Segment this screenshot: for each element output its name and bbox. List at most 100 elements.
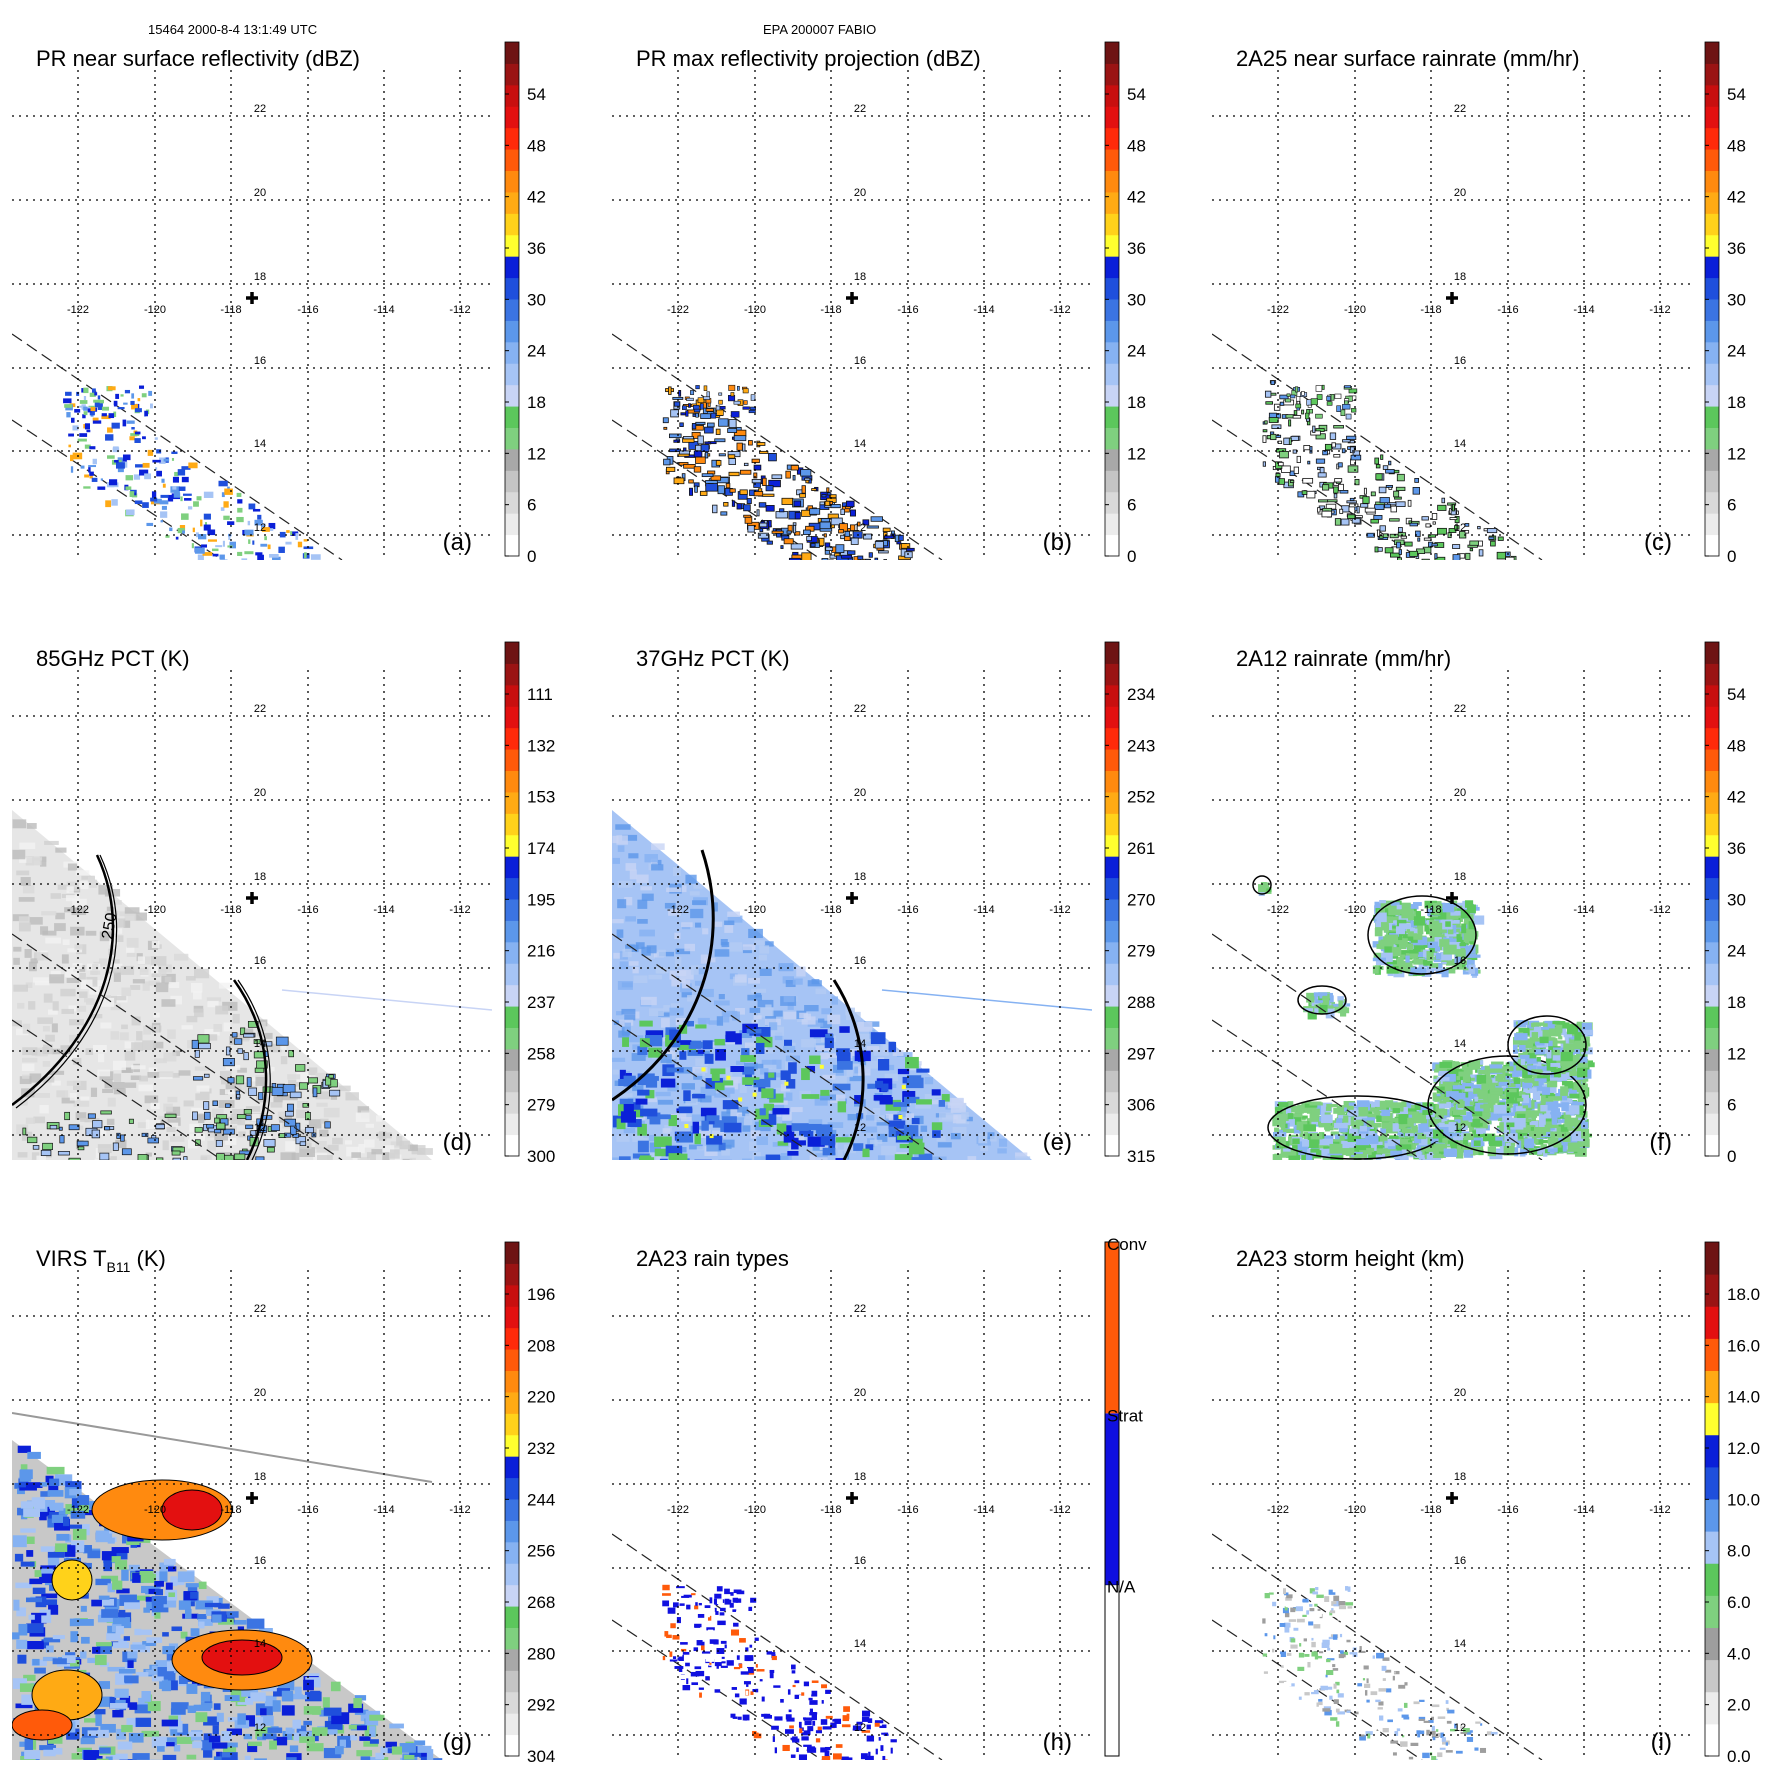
- data-cell: [1401, 909, 1414, 919]
- data-cell: [303, 539, 308, 542]
- colorbar-segment: [1705, 642, 1719, 664]
- data-cell: [788, 1062, 797, 1074]
- data-cell: [697, 397, 705, 403]
- data-cell: [841, 554, 853, 559]
- data-cell: [1552, 1049, 1560, 1056]
- data-cell: [1544, 1112, 1554, 1116]
- data-cell: [214, 1129, 222, 1134]
- data-cell: [857, 1021, 873, 1032]
- data-cell: [761, 1088, 774, 1099]
- data-cell: [1411, 1126, 1418, 1133]
- data-cell: [1532, 1086, 1543, 1091]
- data-cell: [1447, 1140, 1459, 1144]
- data-cell: [117, 466, 124, 473]
- data-cell: [666, 466, 676, 472]
- data-cell: [1491, 1061, 1504, 1065]
- data-cell: [1463, 1133, 1474, 1141]
- data-cell: [124, 1082, 137, 1088]
- data-cell: [97, 403, 102, 410]
- data-cell: [308, 1119, 322, 1129]
- data-cell: [1574, 1046, 1580, 1054]
- data-cell: [116, 995, 127, 1001]
- data-cell: [1497, 536, 1504, 541]
- data-cell: [1406, 1101, 1412, 1109]
- data-cell: [865, 558, 871, 560]
- colorbar-segment: [1105, 813, 1119, 836]
- data-cell: [1333, 493, 1338, 499]
- data-cell: [1564, 1117, 1579, 1126]
- data-cell: [1562, 1143, 1567, 1152]
- data-cell: [1540, 1117, 1552, 1122]
- data-cell: [248, 1077, 257, 1082]
- data-cell: [1405, 953, 1419, 959]
- data-cell: [144, 410, 148, 417]
- data-cell: [1297, 1104, 1303, 1111]
- data-cell: [714, 1082, 725, 1091]
- data-cell: [700, 1107, 717, 1117]
- data-cell: [1326, 1103, 1338, 1108]
- lon-tick-label: -114: [1573, 304, 1594, 316]
- data-cell: [1432, 1129, 1444, 1139]
- data-cell: [751, 988, 767, 993]
- data-cell: [175, 536, 179, 540]
- data-cell: [223, 501, 229, 508]
- data-cell: [155, 467, 158, 470]
- data-cell: [160, 520, 163, 523]
- data-cell: [1387, 925, 1400, 931]
- data-cell: [858, 1107, 868, 1116]
- swath-edge: [1212, 333, 1543, 560]
- colorbar-segment: [505, 663, 519, 686]
- data-cell: [71, 1753, 88, 1760]
- data-cell: [646, 945, 657, 954]
- data-cell: [43, 993, 53, 1003]
- data-cell: [684, 943, 696, 952]
- data-cell: [43, 1044, 53, 1055]
- data-cell: [369, 1739, 379, 1744]
- data-cell: [632, 966, 639, 974]
- data-cell: [92, 1120, 103, 1129]
- data-cell: [287, 1074, 301, 1080]
- data-cell: [1417, 938, 1428, 946]
- data-cell: [52, 1001, 59, 1011]
- contour-line: [1507, 1015, 1587, 1075]
- data-cell: [1282, 1148, 1297, 1156]
- data-cell: [113, 402, 118, 407]
- colorbar-segment: [505, 1070, 519, 1093]
- data-cell: [1348, 503, 1359, 508]
- data-cell: [1262, 429, 1268, 433]
- data-cell: [195, 1093, 210, 1101]
- data-cell: [177, 469, 186, 476]
- data-cell: [178, 486, 186, 491]
- data-cell: [207, 529, 216, 536]
- colorbar-tick-label: 36: [1727, 239, 1746, 258]
- data-cell: [213, 1756, 222, 1760]
- data-cell: [1477, 525, 1481, 530]
- data-cell: [151, 941, 160, 949]
- colorbar-segment: [505, 491, 519, 514]
- data-cell: [82, 414, 86, 419]
- data-cell: [1441, 968, 1449, 978]
- data-cell: [1015, 1156, 1031, 1160]
- data-cell: [881, 1145, 897, 1156]
- data-cell: [753, 1015, 762, 1020]
- data-cell: [663, 426, 668, 430]
- data-cell: [804, 1004, 819, 1012]
- data-cell: [1308, 1138, 1322, 1148]
- data-cell: [1281, 465, 1291, 473]
- data-cell: [1436, 1077, 1450, 1081]
- data-cell: [324, 1720, 343, 1730]
- data-cell: [330, 1681, 341, 1692]
- data-cell: [132, 1572, 144, 1583]
- data-cell: [44, 1580, 56, 1586]
- data-cell: [1452, 554, 1461, 560]
- data-cell: [109, 1696, 117, 1709]
- data-cell: [198, 1113, 205, 1124]
- data-cell: [1446, 1091, 1459, 1101]
- data-cell: [801, 1094, 820, 1099]
- data-cell: [216, 1751, 223, 1758]
- data-cell: [865, 1115, 879, 1121]
- data-cell: [48, 1481, 59, 1491]
- data-cell: [1448, 911, 1454, 921]
- map-data: 250: [12, 810, 492, 1160]
